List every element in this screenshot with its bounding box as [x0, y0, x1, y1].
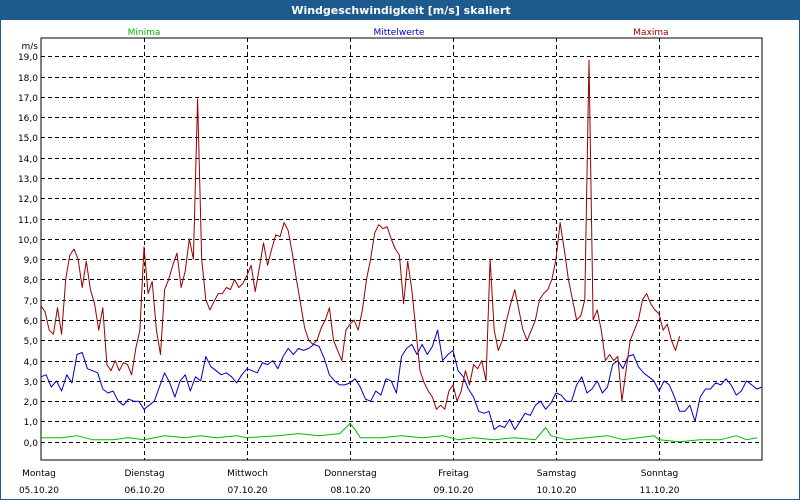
y-axis-unit: m/s: [22, 42, 39, 52]
y-axis: 0,0 1,0 2,0 3,0 4,0 5,0 6,0 7,0 8,0 9,0 10,0 11,0 12…: [18, 42, 38, 449]
grid: [41, 38, 762, 460]
legend-label-maxima: Maxima: [633, 28, 668, 38]
y-tick-label: 9,0: [24, 256, 39, 266]
x-day-label: Mittwoch: [227, 469, 268, 479]
y-tick-label: 2,0: [24, 398, 39, 408]
y-tick-label: 1,0: [24, 418, 39, 428]
y-tick-label: 16,0: [18, 114, 38, 124]
x-date-label: 05.10.20: [19, 486, 59, 496]
x-date-label: 10.10.20: [536, 486, 576, 496]
x-date-label: 06.10.20: [124, 486, 164, 496]
legend-label-mittelwerte: Mittelwerte: [373, 28, 424, 38]
y-tick-label: 11,0: [18, 216, 38, 226]
y-tick-label: 7,0: [24, 297, 39, 307]
series-line-maxima: [40, 59, 681, 410]
x-date-label: 09.10.20: [433, 486, 473, 496]
series-line-minima: [41, 423, 757, 443]
y-tick-label: 4,0: [24, 358, 39, 368]
series-line-mittelwerte: [40, 329, 763, 431]
y-tick-label: 18,0: [18, 74, 38, 84]
x-day-label: Freitag: [438, 469, 469, 479]
x-axis: Montag 05.10.20 Dienstag 06.10.20 Mittwoch 07…: [19, 469, 680, 496]
y-tick-label: 13,0: [18, 175, 38, 185]
y-tick-label: 10,0: [18, 236, 38, 246]
x-day-label: Dienstag: [124, 469, 164, 479]
x-day-label: Sonntag: [641, 469, 678, 479]
y-tick-label: 3,0: [24, 378, 39, 388]
x-day-label: Donnerstag: [324, 469, 377, 479]
y-tick-label: 15,0: [18, 134, 38, 144]
y-tick-label: 6,0: [24, 317, 39, 327]
x-date-label: 08.10.20: [330, 486, 370, 496]
y-tick-label: 14,0: [18, 155, 38, 165]
y-tick-label: 8,0: [24, 276, 39, 286]
legend: Minima Mittelwerte Maxima: [128, 28, 669, 38]
window-title: Windgeschwindigkeit [m/s] skaliert: [1, 1, 800, 20]
y-tick-label: 19,0: [18, 53, 38, 63]
plot-area: [40, 37, 763, 461]
y-tick-label: 5,0: [24, 337, 39, 347]
x-date-label: 11.10.20: [639, 486, 679, 496]
y-tick-label: 17,0: [18, 94, 38, 104]
x-date-label: 07.10.20: [227, 486, 267, 496]
x-day-label: Samstag: [537, 469, 576, 479]
legend-label-minima: Minima: [128, 28, 161, 38]
y-tick-label: 0,0: [24, 439, 39, 449]
series-lines: [40, 59, 763, 443]
x-day-label: Montag: [22, 469, 56, 479]
y-tick-label: 12,0: [18, 195, 38, 205]
